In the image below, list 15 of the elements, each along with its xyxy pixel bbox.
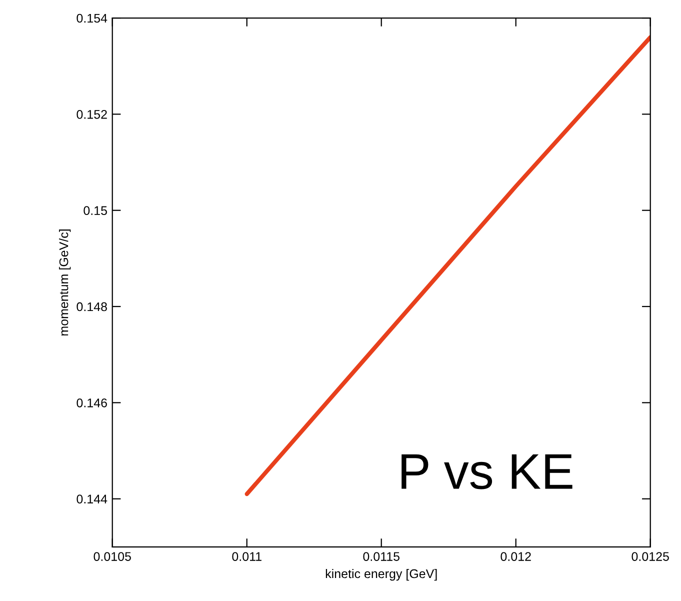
x-tick-label: 0.0125 [632,552,669,561]
y-tick-label: 0.146 [76,398,107,408]
x-tick-label: 0.0105 [94,552,131,561]
line-series [244,35,650,496]
x-axis-title: kinetic energy [GeV] [326,568,437,581]
x-tick-label: 0.012 [500,552,531,561]
y-tick-label: 0.15 [84,206,107,215]
y-axis-title: momentum [GeV/c] [59,230,71,336]
y-tick-label: 0.154 [76,14,108,23]
x-tick-label: 0.0115 [363,552,400,561]
y-tick-label: 0.148 [76,302,107,312]
annotation: P vs KE [402,454,572,490]
y-tick-label: 0.152 [76,110,107,119]
x-tick-label: 0.011 [232,552,262,561]
y-tick-label: 0.144 [76,494,108,504]
